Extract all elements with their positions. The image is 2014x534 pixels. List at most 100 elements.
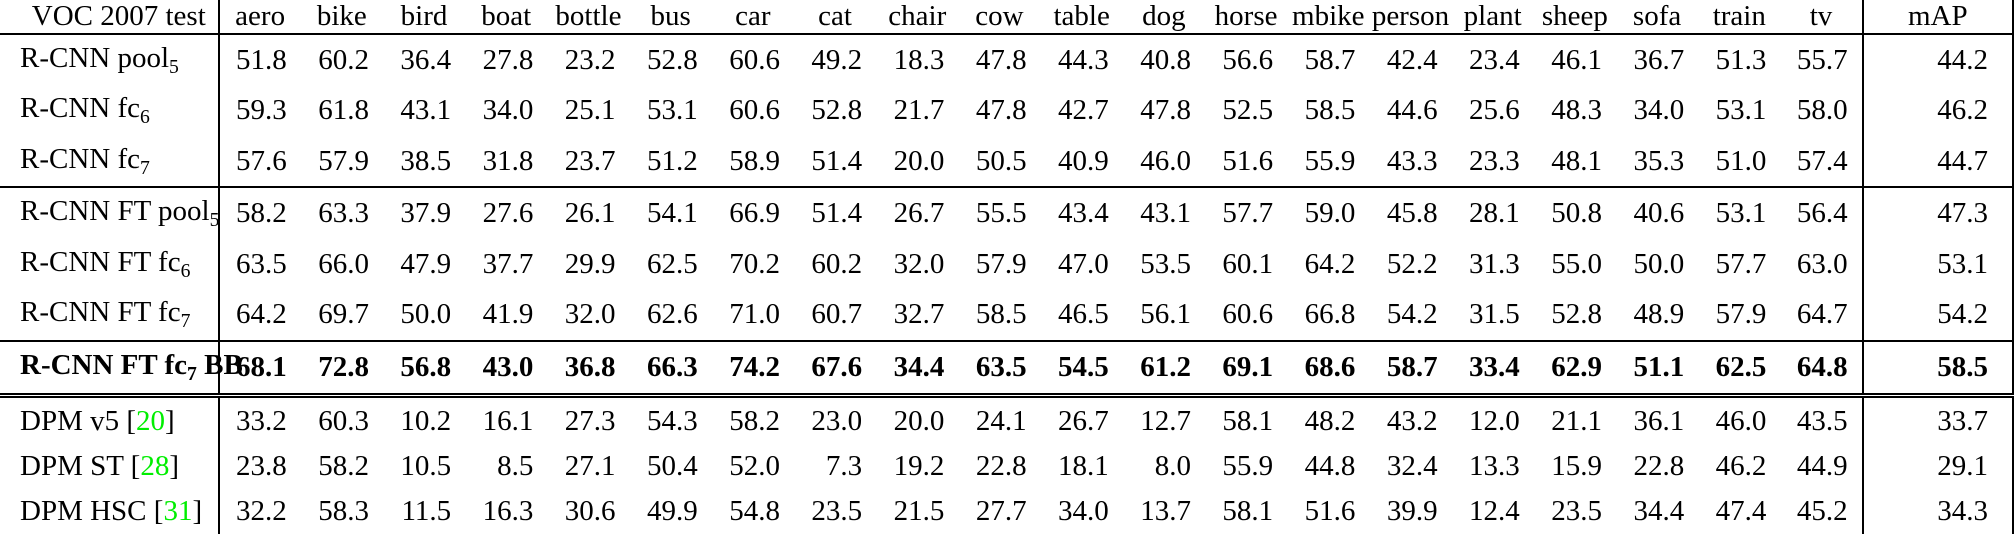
ap-value: 44.6 (1386, 94, 1438, 127)
ap-value: 34.4 (876, 340, 959, 399)
ap-value: 20.0 (893, 404, 945, 437)
label-text: R-CNN pool (20, 41, 170, 74)
table-row: R-CNN fc6 59.3 61.8 43.1 34.0 25.1 53.1 60.6 52.… (0, 85, 2014, 136)
citation-number[interactable]: 31 (163, 495, 193, 527)
column-header-mbike: mbike (1287, 0, 1370, 35)
ap-value: 41.9 (465, 289, 548, 342)
ap-value: 27.7 (975, 495, 1027, 527)
ap-value: 58.7 (1304, 43, 1356, 76)
ap-value: 50.8 (1551, 197, 1602, 230)
ap-value: 27.6 (482, 197, 534, 230)
ap-value: 52.0 (729, 450, 780, 483)
table-row: R-CNN pool5 51.8 60.2 36.4 27.8 23.2 52.8 60.6 4… (0, 34, 2014, 86)
map-value: 34.3 (1861, 489, 2014, 534)
ap-value: 40.6 (1633, 197, 1685, 230)
ap-value: 12.7 (1140, 404, 1191, 437)
table-header-row: VOC 2007 test aero bike bird boat bottle bus c… (0, 0, 2014, 35)
ap-value: 64.7 (1780, 289, 1863, 342)
ap-value: 23.3 (1451, 135, 1534, 189)
ap-value: 34.0 (1633, 94, 1685, 127)
row-label: DPM HSC [31] (0, 489, 220, 534)
ap-value: 22.8 (1633, 450, 1685, 483)
ap-value: 57.6 (218, 135, 301, 189)
ap-value: 68.6 (1287, 340, 1370, 399)
ap-value: 26.1 (564, 197, 616, 230)
column-header-cat: cat (793, 0, 877, 35)
citation-number[interactable]: 28 (140, 450, 170, 483)
ap-value: 64.2 (1304, 247, 1356, 280)
column-header-plant: plant (1451, 0, 1534, 35)
ap-value: 57.4 (1780, 135, 1863, 189)
ap-value: 57.7 (1222, 197, 1274, 230)
citation-number[interactable]: 20 (136, 404, 166, 437)
ap-value: 43.3 (1369, 135, 1452, 189)
ap-value: 45.2 (1796, 495, 1848, 527)
ap-value: 58.2 (729, 404, 780, 437)
row-label: R-CNN FT pool5 (0, 187, 220, 239)
ap-value: 57.7 (1715, 247, 1767, 280)
ap-value: 51.2 (629, 135, 712, 189)
ap-value: 50.0 (1633, 247, 1685, 280)
ap-value: 58.0 (1796, 94, 1848, 127)
ap-value: 46.0 (1122, 135, 1205, 189)
ap-value: 66.0 (318, 247, 369, 280)
column-header-train: train (1698, 0, 1781, 35)
ap-value: 32.4 (1386, 450, 1438, 483)
ap-value: 47.8 (975, 94, 1027, 127)
ap-value: 55.9 (1222, 450, 1274, 483)
column-header-bird: bird (382, 0, 466, 35)
ap-value: 30.6 (564, 495, 616, 527)
ap-value: 44.3 (1058, 43, 1109, 76)
ap-value: 55.9 (1287, 135, 1370, 189)
ap-value: 25.6 (1469, 94, 1520, 127)
column-header-aero: aero (218, 0, 301, 35)
ap-value: 8.5 (497, 450, 534, 483)
label-text: R-CNN FT fc (20, 296, 181, 329)
ap-value: 58.2 (235, 197, 287, 230)
ap-value: 57.9 (1698, 289, 1781, 342)
ap-value: 58.1 (1222, 404, 1274, 437)
ap-value: 12.0 (1469, 404, 1520, 437)
ap-value: 13.3 (1469, 450, 1520, 483)
subscript: 6 (180, 259, 191, 282)
ap-value: 43.5 (1796, 404, 1848, 437)
ap-value: 31.5 (1451, 289, 1534, 342)
table-row: DPM ST [28] 23.8 58.2 10.5 8.5 27.1 50.4 52.0 7.… (0, 444, 2014, 490)
ap-value: 53.5 (1140, 247, 1191, 280)
column-header-cow: cow (958, 0, 1041, 35)
ap-value: 60.2 (318, 43, 369, 76)
table-row: DPM HSC [31] 32.2 58.3 11.5 16.3 30.6 49.9 54.8… (0, 489, 2014, 534)
row-label: R-CNN fc7 (0, 135, 220, 189)
column-header-person: person (1369, 0, 1452, 35)
column-header-chair: chair (876, 0, 959, 35)
ap-value: 55.5 (975, 197, 1027, 230)
ap-value: 43.4 (1058, 197, 1109, 230)
ap-value: 20.0 (876, 135, 959, 189)
ap-value: 32.2 (235, 495, 287, 527)
label-text: R-CNN FT fc (20, 245, 181, 278)
ap-value: 23.5 (1551, 495, 1602, 527)
ap-value: 24.1 (975, 404, 1027, 437)
ap-value: 54.2 (1369, 289, 1452, 342)
column-header-dog: dog (1122, 0, 1205, 35)
ap-value: 48.9 (1615, 289, 1699, 342)
ap-value: 23.0 (811, 404, 863, 437)
subscript: 7 (140, 156, 150, 179)
ap-value: 21.5 (893, 495, 945, 527)
ap-value: 69.1 (1204, 340, 1288, 399)
ap-value: 32.7 (876, 289, 959, 342)
ap-value: 13.7 (1140, 495, 1191, 527)
ap-value: 51.4 (811, 197, 863, 230)
ap-value: 59.0 (1304, 197, 1356, 230)
map-value: 47.3 (1861, 187, 2014, 239)
map-value: 44.7 (1861, 135, 2014, 189)
ap-value: 55.7 (1796, 43, 1848, 76)
ap-value: 58.5 (1304, 94, 1356, 127)
label-text: DPM v5 [ (20, 404, 137, 437)
row-label: R-CNN pool5 (0, 34, 220, 86)
ap-value: 51.4 (793, 135, 877, 189)
subscript: 7 (180, 309, 191, 332)
ap-value: 63.3 (318, 197, 369, 230)
ap-value: 60.7 (793, 289, 877, 342)
